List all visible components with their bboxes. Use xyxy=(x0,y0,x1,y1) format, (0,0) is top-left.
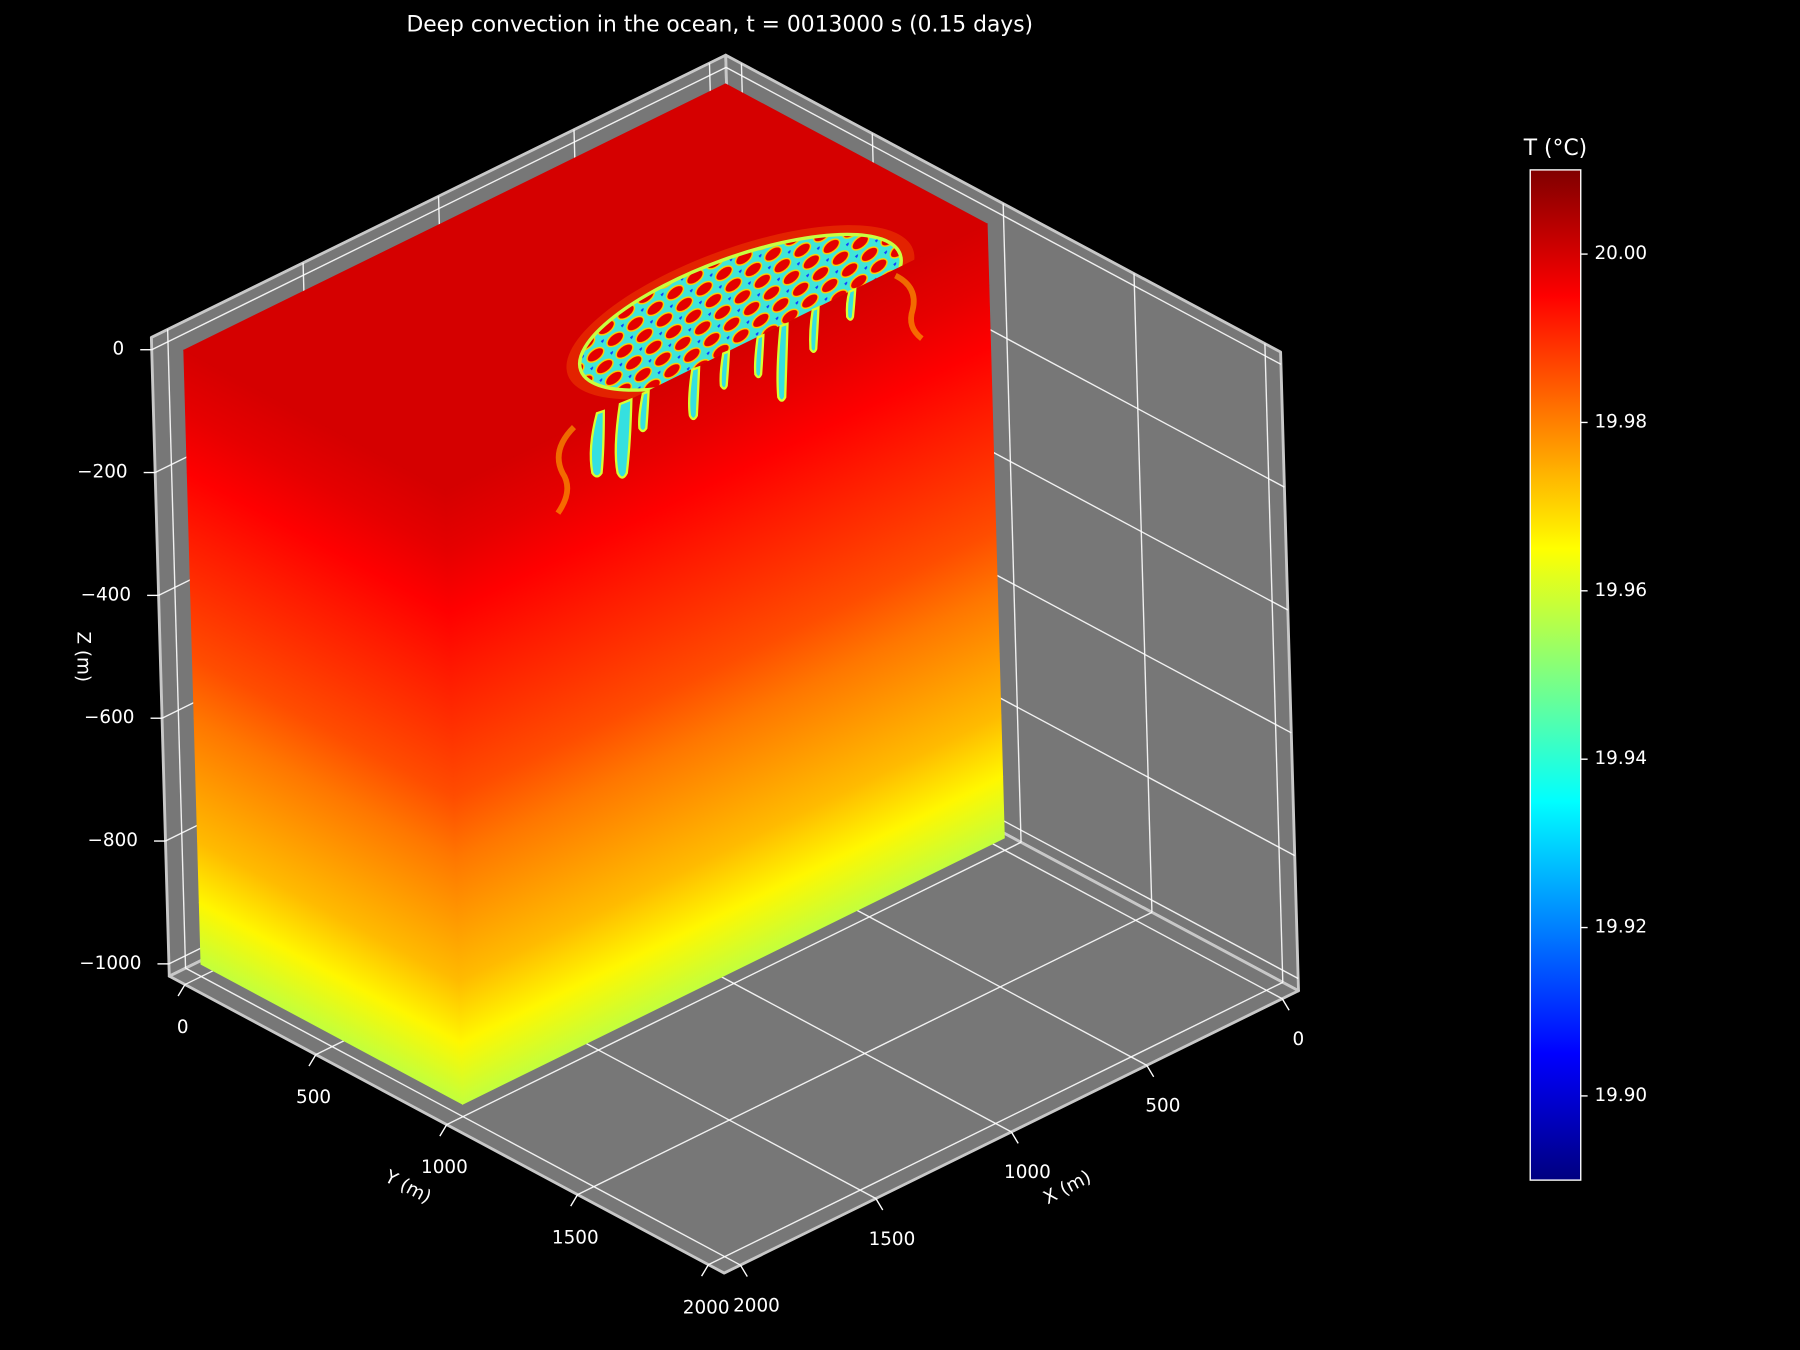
y-tick-label: 1500 xyxy=(552,1227,599,1248)
wisp xyxy=(555,425,577,515)
x-tick-label: 2000 xyxy=(733,1295,780,1316)
x-tick-label: 0 xyxy=(1292,1029,1304,1050)
axes: 0 500 1000 1500 2000 0 500 1000 1500 2000 −1000 −80… xyxy=(72,339,1304,1319)
colorbar-tick-label: 19.96 xyxy=(1595,580,1648,601)
grid-line xyxy=(1002,203,1022,843)
colorbar-tick-label: 19.98 xyxy=(1595,411,1648,432)
colorbar-tick-label: 20.00 xyxy=(1595,243,1648,264)
y-tick-label: 500 xyxy=(296,1087,331,1108)
x-tick-label: 1500 xyxy=(869,1229,916,1250)
tick-mark xyxy=(570,1194,579,1207)
grid-line xyxy=(446,841,1022,1126)
z-tick-label: −1000 xyxy=(79,953,141,974)
y-tick-label: 2000 xyxy=(683,1297,730,1318)
plume xyxy=(638,389,650,433)
tick-mark xyxy=(1010,1131,1019,1144)
tick-mark xyxy=(875,1198,884,1211)
tick-mark xyxy=(308,1054,317,1067)
z-tick-label: −600 xyxy=(84,707,134,728)
z-tick-label: −800 xyxy=(88,830,138,851)
plumes xyxy=(589,287,857,479)
grid-line xyxy=(577,911,1153,1196)
z-tick-label: −400 xyxy=(81,584,131,605)
wisp xyxy=(894,272,924,341)
colorbar-fill xyxy=(1529,169,1582,1181)
plume xyxy=(753,333,765,379)
x-tick-label: 1000 xyxy=(1004,1162,1051,1183)
tick-mark xyxy=(177,984,186,997)
plume xyxy=(688,365,701,421)
colorbar-title: T (°C) xyxy=(1523,136,1587,161)
tick-mark xyxy=(1281,998,1290,1011)
z-axis-label: Z (m) xyxy=(72,631,93,682)
plume xyxy=(589,409,605,478)
colorbar: T (°C) 19.90 19.92 19.94 19.96 19.98 20.00 xyxy=(1523,136,1648,1181)
x-tick-label: 500 xyxy=(1145,1096,1180,1117)
plume xyxy=(719,349,731,390)
grid-line xyxy=(151,66,727,351)
grid-line xyxy=(725,66,1282,365)
colorbar-tick-label: 19.94 xyxy=(1595,748,1648,769)
convection-features xyxy=(555,225,924,515)
tick-mark xyxy=(439,1124,448,1137)
grid-line xyxy=(1133,273,1153,913)
y-tick-label: 0 xyxy=(177,1017,189,1038)
volume xyxy=(182,83,1005,1105)
tick-mark xyxy=(700,1264,710,1277)
grid-line xyxy=(708,981,1284,1266)
tick-mark xyxy=(1146,1064,1155,1078)
y-tick-label: 1000 xyxy=(421,1157,468,1178)
plume xyxy=(776,322,789,402)
chart-title: Deep convection in the ocean, t = 001300… xyxy=(406,12,1033,37)
plume xyxy=(614,397,633,479)
plume xyxy=(845,287,857,321)
plume-wisps xyxy=(555,272,924,515)
colorbar-tick-label: 19.92 xyxy=(1595,917,1648,938)
tick-mark xyxy=(739,1264,748,1277)
z-tick-label: −200 xyxy=(77,462,127,483)
volume-slab xyxy=(460,776,1005,1105)
volume-top xyxy=(182,83,988,491)
plume xyxy=(809,305,820,353)
grid-line xyxy=(1264,343,1284,983)
colorbar-tick-label: 19.90 xyxy=(1595,1085,1648,1106)
z-tick-label: 0 xyxy=(112,339,124,360)
grid-line xyxy=(166,329,187,969)
